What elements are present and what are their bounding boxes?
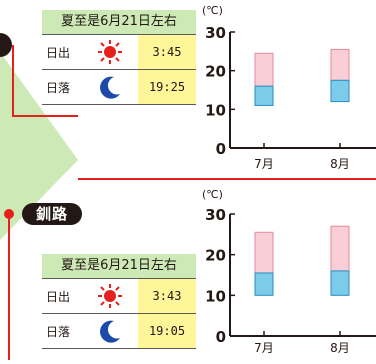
bar-low-temp (330, 79, 350, 103)
bar-low-temp (254, 272, 274, 296)
sunset-label: 日落 (46, 325, 71, 339)
y-tick-label: 10 (205, 101, 226, 119)
sunrise-row: 日出 3:45 (42, 35, 196, 70)
solstice-header: 夏至是6月21日左右 (42, 10, 196, 35)
unit-label: (℃) (202, 188, 223, 201)
sunset-label: 日落 (46, 81, 71, 95)
sunrise-time: 3:45 (138, 35, 196, 69)
sunset-row: 日落 19:05 (42, 314, 196, 349)
sunset-time: 19:25 (138, 70, 196, 104)
sunrise-row: 日出 3:43 (42, 279, 196, 314)
bar-low-temp (330, 270, 350, 296)
sun-panel-top: 夏至是6月21日左右 日出 3:45 日落 19:25 (42, 10, 196, 105)
divider-line (78, 178, 376, 180)
city-marker-dot (4, 209, 14, 219)
y-tick-label: 30 (205, 206, 226, 224)
sunrise-label: 日出 (46, 46, 71, 60)
x-tick-label: 7月 (254, 157, 274, 171)
sun-icon (98, 284, 122, 308)
connector-line-bottom (8, 214, 10, 360)
temperature-chart-svg: (℃) 0 10 20 30 7月 8月 (202, 4, 376, 171)
connector-line-top-horizontal (12, 115, 78, 117)
bar-high-temp (254, 52, 274, 87)
bar-low-temp (254, 85, 274, 106)
moon-icon (100, 320, 120, 343)
sun-panel-bottom: 夏至是6月21日左右 日出 3:43 日落 19:05 (42, 254, 196, 349)
temperature-chart-bottom: (℃) 0 10 20 30 7月 8月 (196, 188, 376, 360)
sunset-row: 日落 19:25 (42, 70, 196, 105)
bar-high-temp (330, 225, 350, 272)
x-tick-label: 8月 (330, 157, 350, 171)
x-tick-label: 8月 (330, 341, 350, 355)
temperature-chart-top: (℃) 0 10 20 30 7月 8月 (196, 4, 376, 176)
unit-label: (℃) (202, 4, 223, 17)
y-tick-label: 0 (216, 140, 226, 158)
sunrise-label: 日出 (46, 290, 71, 304)
y-tick-label: 10 (205, 287, 226, 305)
city-marker-top (0, 33, 12, 57)
y-tick-label: 20 (205, 63, 226, 81)
city-name-badge: 釧路 (22, 203, 83, 225)
sunrise-time: 3:43 (138, 279, 196, 313)
solstice-header: 夏至是6月21日左右 (42, 254, 196, 279)
x-tick-label: 7月 (254, 341, 274, 355)
y-tick-label: 0 (216, 328, 226, 346)
y-tick-label: 30 (205, 24, 226, 42)
sun-icon (98, 40, 122, 64)
temperature-chart-svg: (℃) 0 10 20 30 7月 8月 (202, 188, 376, 355)
bar-high-temp (254, 231, 274, 274)
y-tick-label: 20 (205, 247, 226, 265)
sunset-time: 19:05 (138, 314, 196, 348)
moon-icon (100, 76, 120, 99)
connector-line-top (12, 45, 14, 117)
bar-high-temp (330, 48, 350, 81)
